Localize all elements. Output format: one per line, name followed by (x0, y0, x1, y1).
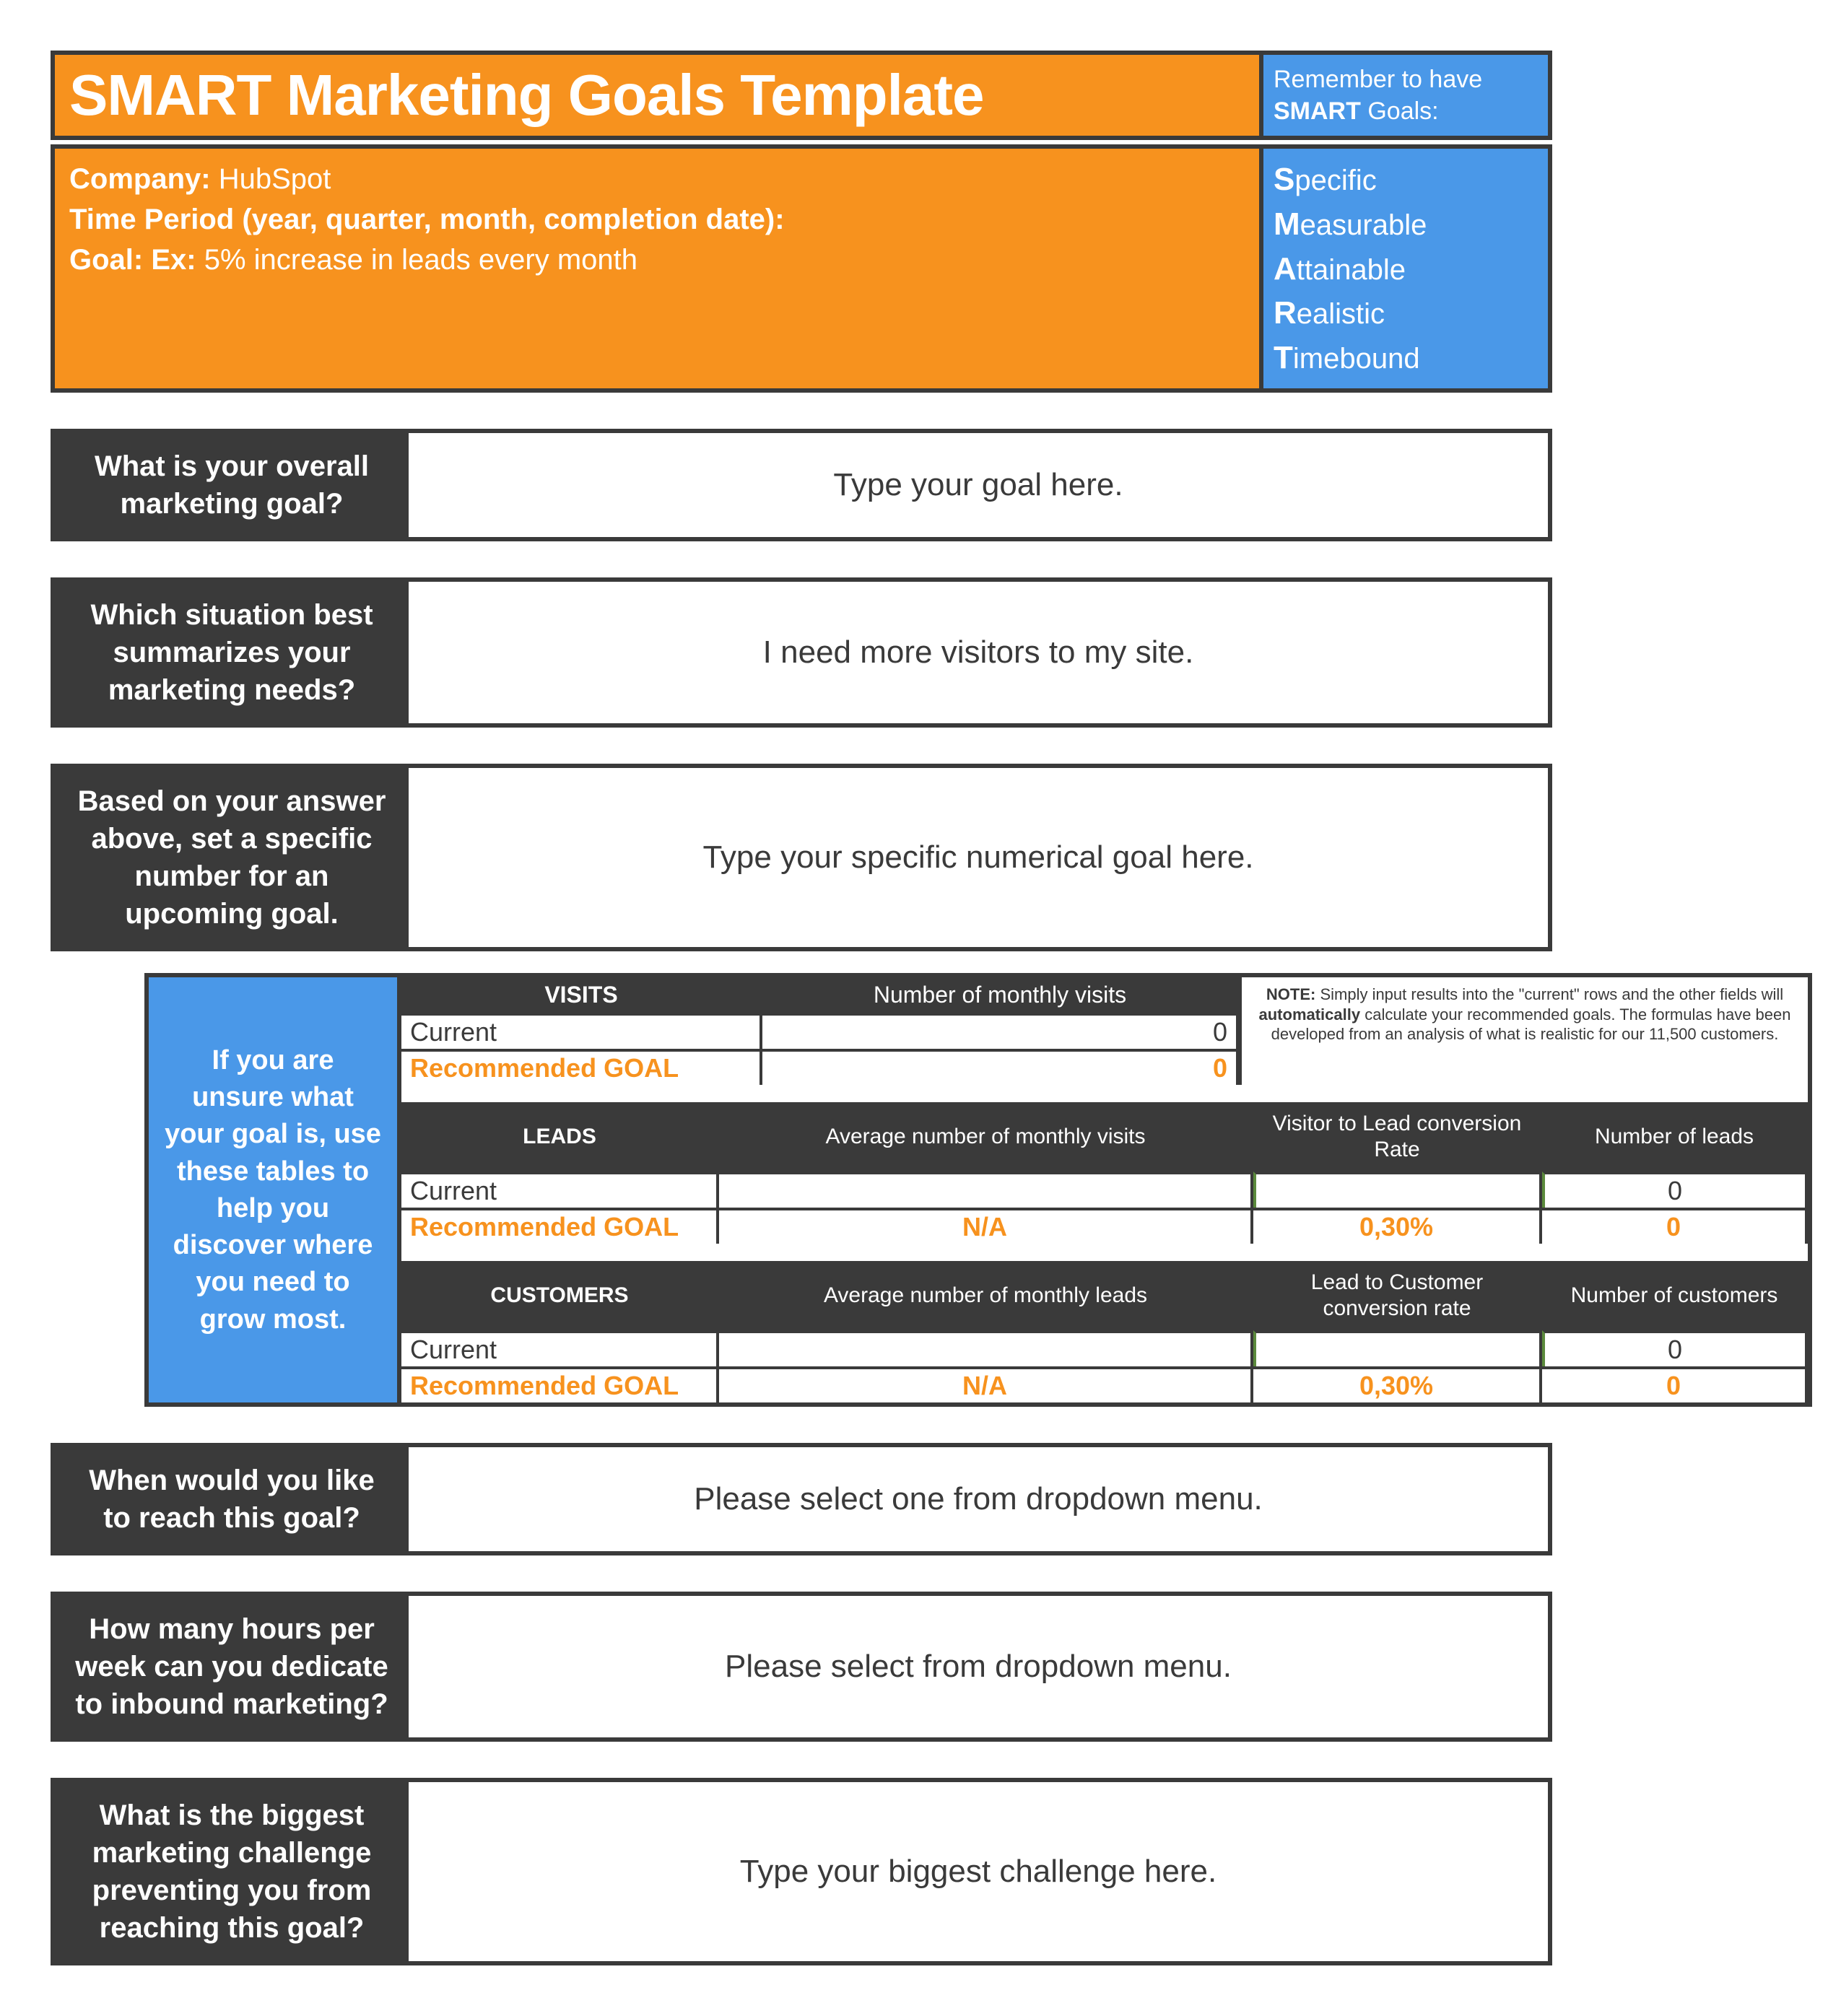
leads-h4: Number of leads (1542, 1102, 1808, 1171)
page-title: SMART Marketing Goals Template (69, 62, 1245, 128)
question-challenge: What is the biggest marketing challenge … (51, 1778, 1552, 1965)
q1-label: What is your overall marketing goal? (55, 433, 409, 537)
reminder-smart: SMART (1274, 97, 1361, 125)
visits-h1: VISITS (401, 977, 762, 1013)
leads-rec-4: 0 (1542, 1208, 1808, 1244)
cust-h4: Number of customers (1542, 1261, 1808, 1330)
smart-acronym: Specific Measurable Attainable Realistic… (1259, 149, 1548, 388)
company-label: Company: (69, 163, 219, 195)
cust-h1: CUSTOMERS (401, 1261, 719, 1330)
question-overall-goal: What is your overall marketing goal? Typ… (51, 429, 1552, 541)
leads-h1: LEADS (401, 1102, 719, 1171)
cust-cur-label: Current (401, 1330, 719, 1366)
smart-a-rest: ttainable (1297, 254, 1406, 286)
q4-label: When would you like to reach this goal? (55, 1447, 409, 1551)
visits-h2: Number of monthly visits (762, 977, 1239, 1013)
smart-m-rest: easurable (1300, 209, 1427, 241)
cust-rec-3: 0,30% (1253, 1366, 1542, 1402)
smart-r-rest: ealistic (1297, 298, 1385, 330)
leads-rec-label: Recommended GOAL (401, 1208, 719, 1244)
reminder-line1: Remember to have (1274, 66, 1482, 93)
q2-label: Which situation best summarizes your mar… (55, 582, 409, 723)
q5-input[interactable]: Please select from dropdown menu. (409, 1596, 1548, 1737)
leads-cur-2[interactable] (719, 1171, 1253, 1208)
tables-body: VISITS Number of monthly visits NOTE: Si… (401, 977, 1808, 1402)
note-text1: Simply input results into the "current" … (1315, 985, 1783, 1003)
question-hours: How many hours per week can you dedicate… (51, 1592, 1552, 1742)
visits-rec-val: 0 (762, 1049, 1239, 1085)
header-row: SMART Marketing Goals Template Remember … (51, 51, 1552, 140)
leads-cur-label: Current (401, 1171, 719, 1208)
smart-s-big: S (1274, 162, 1294, 197)
smart-s-rest: pecific (1294, 165, 1376, 196)
question-when: When would you like to reach this goal? … (51, 1443, 1552, 1555)
q5-label: How many hours per week can you dedicate… (55, 1596, 409, 1737)
cust-rec-2: N/A (719, 1366, 1253, 1402)
leads-table: LEADS Average number of monthly visits V… (401, 1102, 1808, 1244)
company-value: HubSpot (219, 163, 331, 195)
cust-cur-2[interactable] (719, 1330, 1253, 1366)
question-situation: Which situation best summarizes your mar… (51, 577, 1552, 728)
leads-cur-4: 0 (1542, 1171, 1808, 1208)
leads-cur-3[interactable] (1253, 1171, 1542, 1208)
info-left: Company: HubSpot Time Period (year, quar… (55, 149, 1259, 388)
leads-h3: Visitor to Lead conversion Rate (1253, 1102, 1542, 1171)
visits-note: NOTE: Simply input results into the "cur… (1239, 977, 1808, 1085)
gap-1 (401, 1085, 1808, 1102)
tables-side-note: If you are unsure what your goal is, use… (149, 977, 401, 1402)
cust-rec-4: 0 (1542, 1366, 1808, 1402)
cust-h3: Lead to Customer conversion rate (1253, 1261, 1542, 1330)
tables-section: If you are unsure what your goal is, use… (144, 973, 1812, 1407)
header-title-cell: SMART Marketing Goals Template (55, 55, 1259, 136)
goal-label: Goal: Ex: (69, 244, 204, 276)
question-specific-number: Based on your answer above, set a specif… (51, 764, 1552, 951)
timeperiod-label: Time Period (year, quarter, month, compl… (69, 204, 785, 235)
header-reminder: Remember to have SMART Goals: (1259, 55, 1548, 136)
q2-input[interactable]: I need more visitors to my site. (409, 582, 1548, 723)
smart-t-rest: imebound (1293, 343, 1420, 375)
smart-a-big: A (1274, 251, 1297, 287)
cust-cur-3[interactable] (1253, 1330, 1542, 1366)
reminder-goals: Goals: (1361, 97, 1439, 125)
q6-label: What is the biggest marketing challenge … (55, 1782, 409, 1961)
smart-r-big: R (1274, 295, 1297, 331)
customers-table: CUSTOMERS Average number of monthly lead… (401, 1261, 1808, 1402)
visits-current-val[interactable]: 0 (762, 1013, 1239, 1049)
visits-table: VISITS Number of monthly visits NOTE: Si… (401, 977, 1808, 1085)
visits-current-label: Current (401, 1013, 762, 1049)
leads-h2: Average number of monthly visits (719, 1102, 1253, 1171)
cust-rec-label: Recommended GOAL (401, 1366, 719, 1402)
q3-label: Based on your answer above, set a specif… (55, 768, 409, 947)
smart-m-big: M (1274, 206, 1300, 242)
gap-2 (401, 1244, 1808, 1261)
note-bold: NOTE: (1266, 985, 1315, 1003)
q3-input[interactable]: Type your specific numerical goal here. (409, 768, 1548, 947)
goal-value: 5% increase in leads every month (204, 244, 637, 276)
smart-t-big: T (1274, 340, 1293, 375)
cust-h2: Average number of monthly leads (719, 1261, 1253, 1330)
template-container: SMART Marketing Goals Template Remember … (51, 51, 1552, 1965)
leads-rec-2: N/A (719, 1208, 1253, 1244)
info-row: Company: HubSpot Time Period (year, quar… (51, 144, 1552, 393)
cust-cur-4: 0 (1542, 1330, 1808, 1366)
note-bold2: automatically (1259, 1005, 1361, 1024)
q6-input[interactable]: Type your biggest challenge here. (409, 1782, 1548, 1961)
leads-rec-3: 0,30% (1253, 1208, 1542, 1244)
q1-input[interactable]: Type your goal here. (409, 433, 1548, 537)
q4-input[interactable]: Please select one from dropdown menu. (409, 1447, 1548, 1551)
visits-rec-label: Recommended GOAL (401, 1049, 762, 1085)
